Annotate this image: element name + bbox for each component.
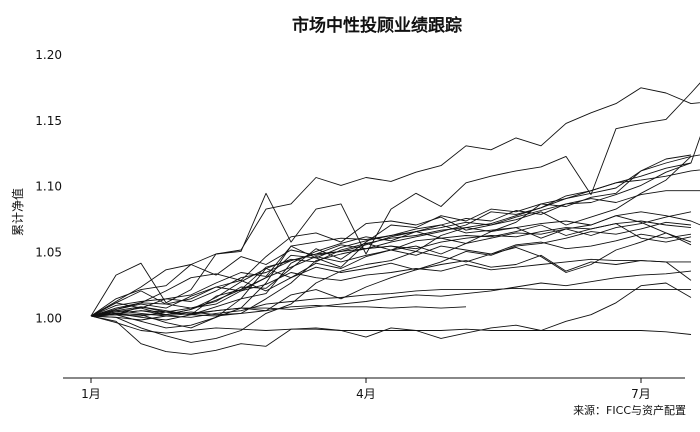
series-line (90, 211, 692, 317)
x-tick-label: 7月 (631, 387, 651, 401)
x-tick-label: 4月 (356, 387, 376, 401)
series-line (90, 156, 692, 317)
series-line (90, 87, 700, 317)
chart-title: 市场中性投顾业绩跟踪 (292, 15, 462, 36)
plot-area (90, 82, 700, 355)
series-line (90, 270, 692, 321)
series-line (90, 162, 692, 317)
series-line (90, 135, 700, 321)
series-line (90, 223, 692, 317)
series-line (90, 304, 467, 317)
series-line (90, 154, 692, 317)
y-axis-label: 累计净值 (10, 188, 25, 236)
series-line (90, 82, 700, 317)
y-tick-label: 1.10 (35, 180, 62, 194)
series-line (90, 232, 692, 343)
y-tick-labels: 1.00 1.05 1.10 1.15 1.20 (35, 48, 62, 326)
series-line (90, 315, 692, 335)
series-line (90, 254, 692, 317)
x-tick-label: 1月 (81, 387, 101, 401)
series-line (90, 258, 691, 317)
series-line (90, 287, 691, 318)
series-line (90, 190, 700, 317)
series-line (90, 282, 692, 355)
y-tick-label: 1.20 (35, 48, 62, 62)
source-note: 来源：FICC与资产配置 (573, 403, 686, 417)
y-tick-label: 1.05 (35, 246, 62, 260)
y-tick-label: 1.00 (35, 312, 62, 326)
x-ticks: 1月 4月 7月 (81, 378, 651, 401)
y-tick-label: 1.15 (35, 114, 62, 128)
